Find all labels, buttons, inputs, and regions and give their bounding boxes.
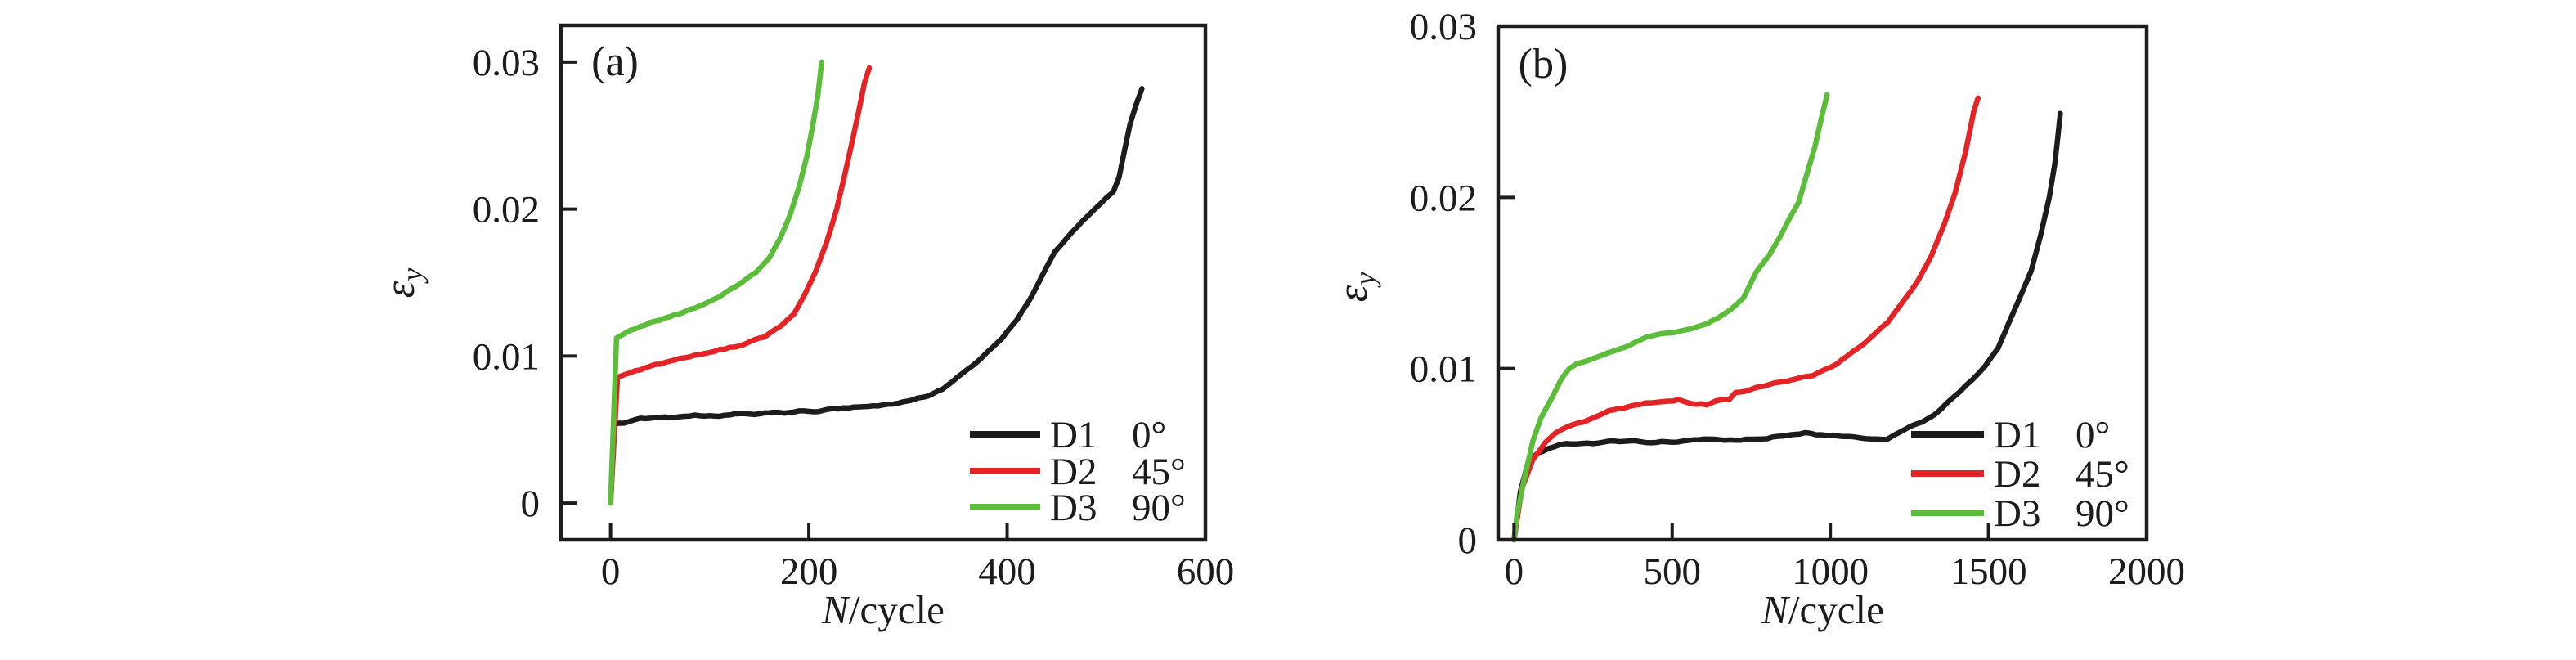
- curve-a-D2-45deg: [608, 65, 873, 506]
- legend-label-b-D1: D1: [1994, 414, 2040, 456]
- legend-label-b-D3: D3: [1994, 492, 2040, 535]
- x-tick-label: 200: [780, 550, 838, 593]
- legend-label-a-D3: D3: [1050, 487, 1097, 529]
- y-tick-label: 0.01: [473, 335, 540, 378]
- panel-label-b: (b): [1519, 41, 1568, 88]
- x-tick-label: 0: [1505, 550, 1524, 593]
- y-tick-label: 0.02: [1410, 177, 1477, 219]
- x-tick-label: 1500: [1950, 550, 2027, 593]
- y-tick-label: 0.03: [1410, 6, 1477, 48]
- x-tick-label: 400: [978, 550, 1036, 593]
- y-axis-title: εy: [1330, 272, 1381, 303]
- curve-b-D3-90deg: [1511, 92, 1830, 543]
- chart-panel-b: 0 500 1000 1500 2000 0 0.01 0.02 0.03 N/cycle εy (b…: [1330, 6, 2185, 632]
- y-tick-label: 0: [1458, 519, 1478, 562]
- x-tick-label: 1000: [1792, 550, 1869, 593]
- legend-label-b-D2: D2: [1994, 453, 2040, 496]
- x-tick-label: 2000: [2108, 550, 2185, 593]
- legend-angle-a-D3: 90°: [1132, 487, 1186, 529]
- legend-angle-b-D2: 45°: [2076, 453, 2129, 496]
- y-tick-label: 0.03: [473, 42, 540, 84]
- curve-a-D3-90deg: [608, 59, 825, 506]
- curve-b-D2-45deg: [1511, 95, 1981, 543]
- legend-angle-a-D2: 45°: [1132, 451, 1186, 493]
- legend-angle-b-D1: 0°: [2076, 414, 2110, 456]
- chart-panel-a: 0 200 400 600 0 0.01 0.02 0.03 N/cycle εy (a) D1 0° D…: [377, 23, 1235, 632]
- plot-frame-a: [559, 23, 1208, 542]
- x-tick-label: 0: [601, 550, 621, 593]
- x-axis-title: N/cycle: [1761, 587, 1884, 632]
- legend-angle-a-D1: 0°: [1132, 414, 1166, 456]
- legend-angle-b-D3: 90°: [2076, 492, 2129, 535]
- x-tick-label: 600: [1177, 550, 1235, 593]
- y-tick-label: 0.02: [473, 189, 540, 231]
- y-tick-label: 0: [521, 483, 541, 525]
- legend-label-a-D1: D1: [1050, 414, 1097, 456]
- y-tick-label: 0.01: [1410, 348, 1477, 391]
- y-axis-title: εy: [377, 268, 429, 299]
- x-axis-title: N/cycle: [821, 587, 945, 632]
- legend-label-a-D2: D2: [1050, 451, 1097, 493]
- curve-a-D1-0deg: [608, 86, 1145, 506]
- curve-b-D1-0deg: [1511, 110, 2063, 543]
- panel-label-a: (a): [591, 38, 639, 85]
- x-tick-label: 500: [1644, 550, 1702, 593]
- plot-frame-b: [1496, 24, 2149, 542]
